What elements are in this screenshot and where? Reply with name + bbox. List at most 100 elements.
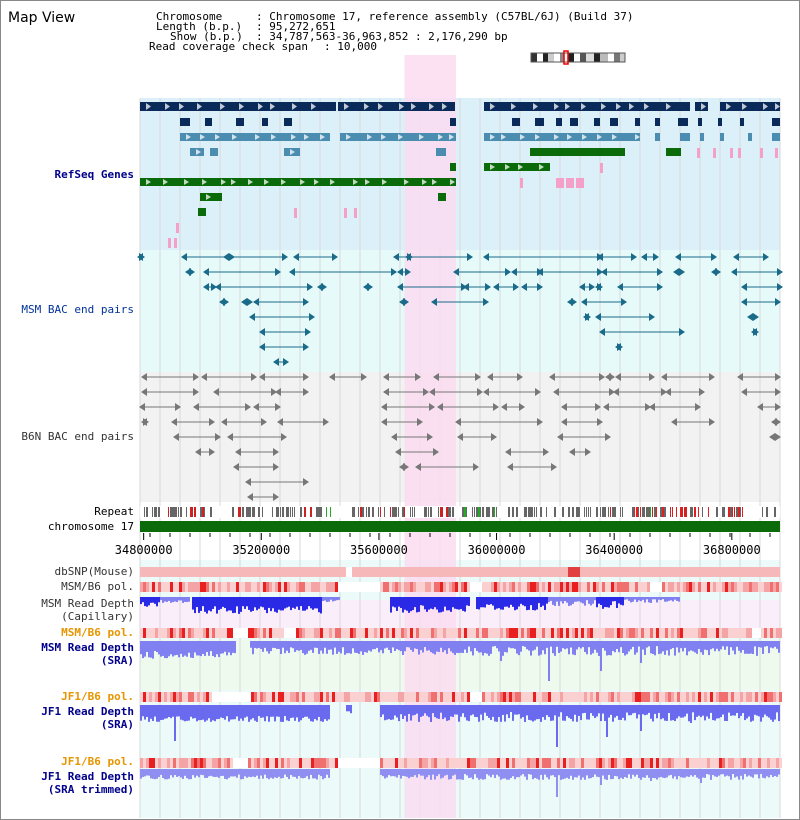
polymorphism-cell [176, 628, 179, 638]
polymorphism-cell [404, 582, 407, 592]
depth-bar [766, 705, 768, 717]
depth-bar [582, 769, 584, 778]
bac-end-left [203, 268, 209, 276]
depth-bar [764, 769, 766, 779]
depth-bar [184, 705, 186, 722]
repeat-element [366, 507, 367, 517]
depth-bar [340, 641, 342, 654]
track-label-msm-b6-pol-2[interactable]: MSM/B6 pol. [61, 626, 134, 639]
bac-end-left [601, 268, 607, 276]
bac-end-left [213, 388, 219, 396]
track-label-jf1-trimmed[interactable]: JF1 Read Depth [41, 770, 134, 783]
depth-bar [580, 597, 582, 603]
gene-feature [484, 133, 640, 141]
depth-bar [388, 641, 390, 651]
bac-end-right [332, 253, 338, 261]
polymorphism-cell [728, 692, 731, 702]
polymorphism-cell [446, 758, 449, 768]
polymorphism-cell [389, 758, 392, 768]
depth-bar [480, 705, 482, 715]
polymorphism-cell [227, 758, 230, 768]
bac-end-left [249, 313, 255, 321]
depth-bar [552, 597, 554, 605]
track-label-jf1-pol-1[interactable]: JF1/B6 pol. [61, 690, 134, 703]
heat-gap [236, 692, 239, 702]
depth-bar [566, 705, 568, 717]
polymorphism-cell [554, 582, 557, 592]
repeat-element [410, 507, 411, 517]
depth-bar [406, 641, 408, 648]
gene-strand-arrow [300, 179, 305, 185]
repeat-element [378, 507, 379, 517]
depth-bar [654, 597, 656, 600]
depth-bar [614, 641, 616, 653]
repeat-element [528, 507, 530, 517]
gene-feature [772, 118, 780, 126]
depth-bar [144, 597, 146, 607]
depth-bar [716, 705, 718, 719]
polymorphism-cell [617, 692, 620, 702]
depth-bar [720, 641, 722, 650]
depth-bar [684, 641, 686, 648]
depth-bar [486, 705, 488, 716]
ideogram-band [537, 53, 543, 62]
depth-bar [546, 769, 548, 778]
polymorphism-cell [506, 582, 509, 592]
depth-bar [688, 641, 690, 652]
polymorphism-cell [191, 582, 194, 592]
polymorphism-cell [176, 582, 179, 592]
gene-strand-arrow [344, 103, 349, 110]
depth-bar [768, 641, 770, 654]
depth-bar [464, 597, 466, 612]
depth-bar [414, 769, 416, 776]
depth-bar [456, 597, 458, 610]
track-label-msm-depth-sra-sub: (SRA) [100, 654, 134, 667]
depth-bar [294, 597, 296, 609]
polymorphism-cell [305, 692, 308, 702]
heat-gap [476, 692, 479, 702]
polymorphism-cell [761, 582, 764, 592]
repeat-element [622, 507, 623, 517]
track-label-jf1-pol-2[interactable]: JF1/B6 pol. [61, 755, 134, 768]
track-label-msm-depth-cap[interactable]: MSM Read Depth [41, 597, 134, 610]
polymorphism-cell [779, 582, 782, 592]
polymorphism-cell [314, 628, 317, 638]
track-label-msm-depth-sra[interactable]: MSM Read Depth [41, 641, 134, 654]
depth-bar [694, 705, 696, 721]
polymorphism-cell [506, 692, 509, 702]
repeat-element [562, 507, 564, 517]
track-label-dbsnp[interactable]: dbSNP(Mouse) [54, 565, 134, 578]
polymorphism-cell [647, 628, 650, 638]
depth-bar [554, 597, 556, 606]
track-label-refseq[interactable]: RefSeq Genes [54, 168, 134, 181]
depth-bar [166, 769, 168, 780]
gene-feature [210, 148, 218, 156]
polymorphism-cell [674, 758, 677, 768]
repeat-element [488, 507, 490, 517]
depth-bar [726, 641, 728, 647]
bac-end-left [235, 448, 241, 456]
bac-end-left [397, 283, 403, 291]
ideogram-band [608, 53, 614, 62]
track-label-b6n-bac[interactable]: B6N BAC end pairs [21, 430, 134, 443]
repeat-element [146, 507, 148, 517]
depth-bar [206, 705, 208, 721]
bac-end-left [521, 283, 527, 291]
depth-bar [454, 705, 456, 715]
track-label-repeat[interactable]: Repeat [94, 505, 134, 518]
polymorphism-cell [491, 628, 494, 638]
depth-bar [766, 641, 768, 647]
track-label-msm-bac[interactable]: MSM BAC end pairs [21, 303, 134, 316]
polymorphism-cell [629, 692, 632, 702]
bac-end-left [329, 373, 335, 381]
polymorphism-cell [593, 758, 596, 768]
track-label-jf1-depth[interactable]: JF1 Read Depth [41, 705, 134, 718]
polymorphism-cell [365, 628, 368, 638]
track-label-msm-b6-pol-1[interactable]: MSM/B6 pol. [61, 580, 134, 593]
info-length-key: Length (b.p.) [156, 20, 243, 33]
polymorphism-cell [650, 758, 653, 768]
depth-bar [368, 641, 370, 651]
polymorphism-cell [701, 628, 704, 638]
depth-bar [552, 641, 554, 654]
